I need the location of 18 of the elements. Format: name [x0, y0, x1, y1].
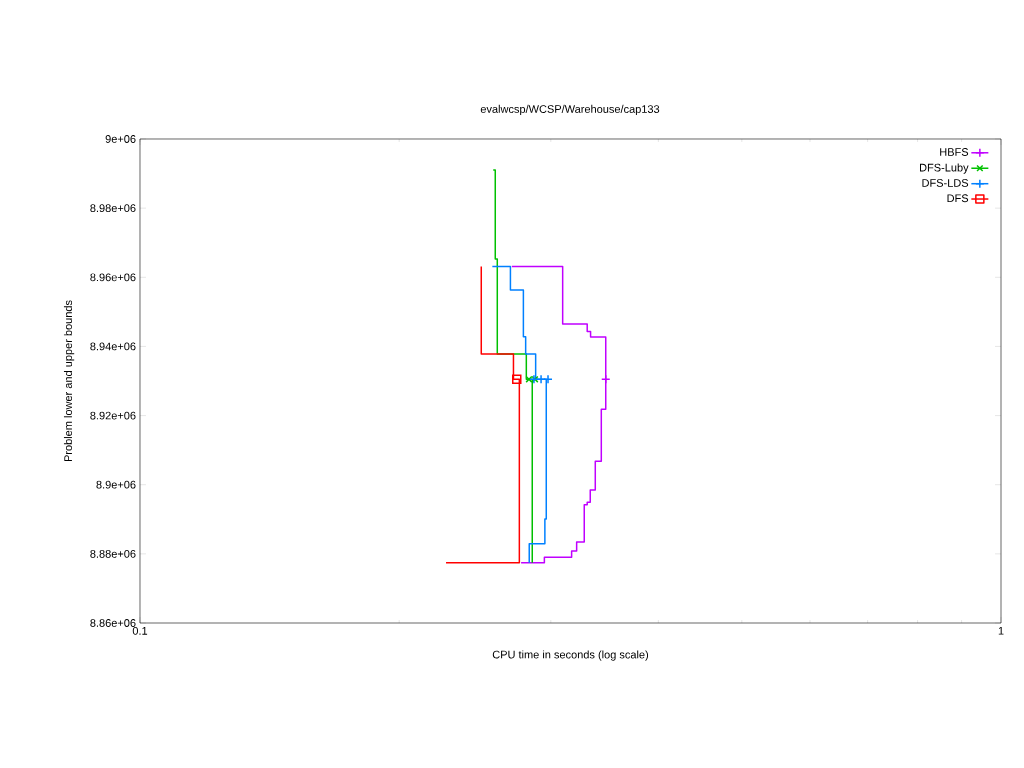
y-tick-label: 8.86e+06 [90, 619, 136, 627]
y-tick-label: 8.9e+06 [96, 480, 136, 489]
line-series [491, 265, 548, 564]
legend-label: DFS [947, 194, 969, 203]
y-tick-label: 8.94e+06 [90, 342, 136, 351]
y-tick-label: 8.96e+06 [90, 273, 136, 282]
x-tick-label: 0.1 [132, 626, 148, 635]
x-tick-label: 1 [998, 626, 1004, 635]
x-axis-title: CPU time in seconds (log scale) [492, 650, 649, 661]
chart-title: evalwcsp/WCSP/Warehouse/cap133 [480, 104, 660, 116]
y-tick-label: 8.92e+06 [90, 411, 136, 420]
y-axis-title: Problem lower and upper bounds [63, 300, 75, 462]
y-tick-label: 9e+06 [105, 135, 136, 143]
legend-label: HBFS [940, 148, 969, 156]
y-tick-label: 8.88e+06 [90, 549, 136, 558]
y-tick-label: 8.98e+06 [90, 204, 136, 213]
legend-label: DFS-Luby [920, 163, 969, 174]
legend-label: DFS-LDS [922, 179, 969, 187]
